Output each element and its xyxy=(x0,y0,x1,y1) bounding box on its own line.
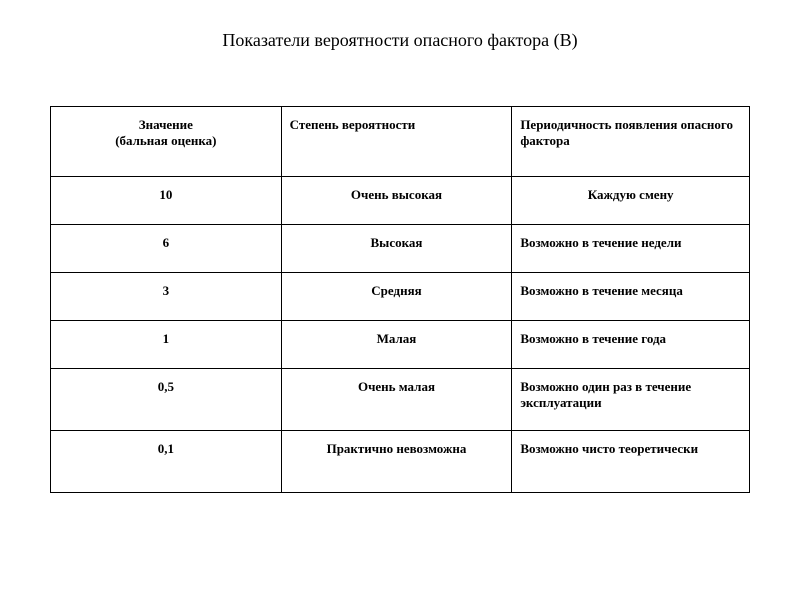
cell-period: Возможно в течение года xyxy=(512,321,750,369)
header-value: Значение (бальная оценка) xyxy=(51,107,282,177)
header-value-line1: Значение xyxy=(59,117,273,133)
table-row: 1МалаяВозможно в течение года xyxy=(51,321,750,369)
header-period: Периодичность появления опасного фактора xyxy=(512,107,750,177)
cell-period: Каждую смену xyxy=(512,177,750,225)
cell-value: 6 xyxy=(51,225,282,273)
header-value-line2: (бальная оценка) xyxy=(59,133,273,149)
table-row: 0,5Очень малаяВозможно один раз в течени… xyxy=(51,369,750,431)
cell-value: 10 xyxy=(51,177,282,225)
table-body: 10Очень высокаяКаждую смену6ВысокаяВозмо… xyxy=(51,177,750,493)
cell-period: Возможно чисто теоретически xyxy=(512,431,750,493)
cell-value: 3 xyxy=(51,273,282,321)
cell-degree: Средняя xyxy=(281,273,512,321)
table-row: 3СредняяВозможно в течение месяца xyxy=(51,273,750,321)
cell-period: Возможно в течение недели xyxy=(512,225,750,273)
page-title: Показатели вероятности опасного фактора … xyxy=(50,30,750,51)
table-header-row: Значение (бальная оценка) Степень вероят… xyxy=(51,107,750,177)
header-degree: Степень вероятности xyxy=(281,107,512,177)
cell-degree: Очень малая xyxy=(281,369,512,431)
probability-table: Значение (бальная оценка) Степень вероят… xyxy=(50,106,750,493)
cell-degree: Малая xyxy=(281,321,512,369)
cell-value: 1 xyxy=(51,321,282,369)
cell-value: 0,1 xyxy=(51,431,282,493)
cell-degree: Практично невозможна xyxy=(281,431,512,493)
cell-period: Возможно в течение месяца xyxy=(512,273,750,321)
cell-degree: Высокая xyxy=(281,225,512,273)
table-row: 6ВысокаяВозможно в течение недели xyxy=(51,225,750,273)
cell-value: 0,5 xyxy=(51,369,282,431)
table-row: 0,1Практично невозможнаВозможно чисто те… xyxy=(51,431,750,493)
cell-degree: Очень высокая xyxy=(281,177,512,225)
table-row: 10Очень высокаяКаждую смену xyxy=(51,177,750,225)
cell-period: Возможно один раз в течение эксплуатации xyxy=(512,369,750,431)
